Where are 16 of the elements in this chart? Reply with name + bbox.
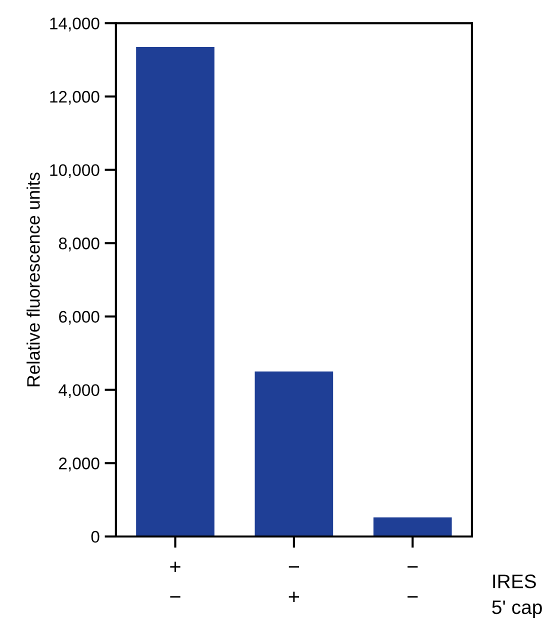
y-tick-label: 12,000 — [50, 90, 100, 105]
y-tick-label: 2,000 — [59, 458, 100, 472]
y-tick-label: 4,000 — [58, 384, 100, 398]
y-tick-label: 0 — [91, 530, 100, 543]
x-tick-label: + − — [170, 562, 180, 598]
y-tick-label: 6,000 — [59, 310, 100, 325]
y-tick-label: 14,000 — [50, 18, 100, 32]
bar — [136, 46, 214, 536]
bar — [373, 517, 452, 536]
y-axis-title: Relative fluorescence units — [26, 172, 40, 386]
x-tick-label: − + — [288, 566, 300, 602]
category-label: − − — [408, 566, 418, 598]
y-tick-label: 10,000 — [50, 164, 100, 178]
text: IRES 5' cap — [492, 574, 542, 618]
bar — [254, 371, 334, 536]
y-tick-label: 8,000 — [58, 238, 100, 252]
